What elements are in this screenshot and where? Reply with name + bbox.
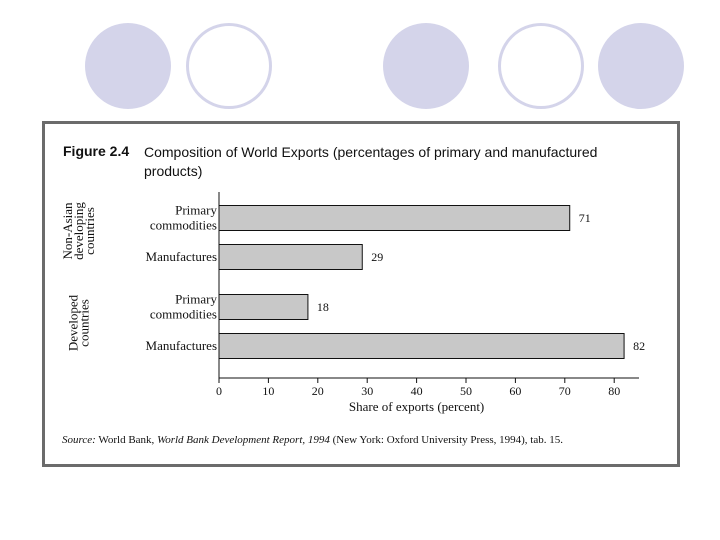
x-tick-label-40: 40 [411,384,423,398]
decor-circle-5 [598,23,684,109]
bar-value-label-3: 18 [317,300,329,314]
group-label-1-line-3: countries [82,207,97,255]
category-label-1-line-1: Primary [175,203,217,218]
category-label-3-line-2: commodities [150,307,217,322]
source-text-1: World Bank, [95,434,158,446]
category-label-4-line-1: Manufactures [146,338,217,353]
figure-title: Composition of World Exports (percentage… [144,144,598,179]
category-label-1-line-2: commodities [150,218,217,233]
bar-value-label-1: 71 [579,211,591,225]
source-report-title: World Bank Development Report, 1994 [157,434,330,446]
x-tick-label-70: 70 [559,384,571,398]
x-axis-label: Share of exports (percent) [349,399,484,414]
category-label-3-line-1: Primary [175,292,217,307]
bar-value-label-2: 29 [371,250,383,264]
bar-3 [218,294,309,320]
x-tick-label-10: 10 [262,384,274,398]
x-tick-label-80: 80 [608,384,620,398]
decor-circle-4 [498,23,584,109]
decor-circle-1 [85,23,171,109]
source-label: Source: [62,434,96,446]
category-label-2-line-1: Manufactures [146,249,217,264]
figure-label: Figure 2.4 [63,143,130,159]
group-label-1-line-1: Non-Asian [60,202,75,260]
group-label-2-line-1: Developed [66,294,81,351]
bar-2 [218,244,363,270]
bar-1 [218,205,571,231]
x-tick-label-60: 60 [509,384,521,398]
x-tick-label-30: 30 [361,384,373,398]
bar-chart: 0 10 20 30 40 50 60 70 80 Share of exports (perce… [60,192,645,414]
group-label-2-line-2: countries [77,299,92,347]
figure-frame: Figure 2.4 Composition of World Exports … [42,121,680,467]
decor-circle-3 [383,23,469,109]
x-tick-label-0: 0 [216,384,222,398]
bar-value-label-4: 82 [633,339,645,353]
x-tick-label-20: 20 [312,384,324,398]
decor-circle-2 [186,23,272,109]
group-label-1-line-2: developing [71,202,86,260]
x-tick-label-50: 50 [460,384,472,398]
source-note: Source: World Bank, World Bank Developme… [62,434,662,446]
bar-4 [218,333,625,359]
source-text-2: (New York: Oxford University Press, 1994… [329,434,563,446]
